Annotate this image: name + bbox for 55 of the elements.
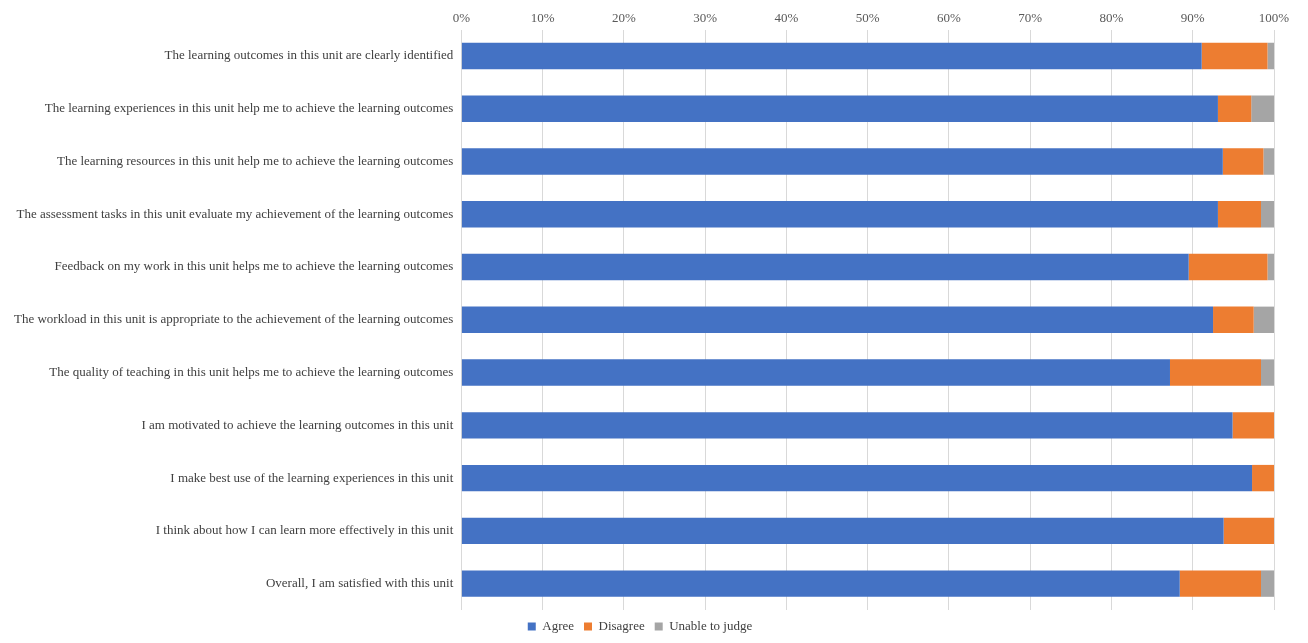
x-tick-label: 100% [1258,10,1290,26]
y-tick-label: The assessment tasks in this unit evaluate my achievement of the learning outcomes [16,205,454,221]
y-tick-label: I make best use of the learning experiences in this unit [170,469,454,485]
bar [1217,95,1252,122]
bar [1253,306,1274,333]
bar [1179,570,1261,597]
x-tick-label: 20% [611,10,636,26]
x-tick-label: 10% [530,10,555,26]
y-tick-label: The learning resources in this unit help me to achieve the learning outcomes [56,152,454,168]
x-tick-label: 40% [774,10,799,26]
bar [1213,306,1254,333]
bar [1188,253,1268,281]
bar [461,95,1218,122]
bar [1261,201,1274,228]
bar [1261,570,1274,597]
x-tick-label: 50% [855,10,880,26]
legend-label: Disagree [598,617,645,633]
x-tick-label: 60% [937,10,962,26]
x-tick-label: 30% [693,10,718,26]
bar [1223,517,1274,545]
bar [461,412,1233,439]
bar [461,464,1253,492]
bar [461,306,1214,333]
bar [461,201,1218,228]
x-tick-label: 90% [1180,10,1205,26]
bar [1217,201,1261,228]
y-tick-label: The workload in this unit is appropriate to the achievement of the learning outcomes [13,311,454,327]
legend-label: Agree [542,617,575,633]
bar [461,42,1202,70]
y-tick-label: I think about how I can learn more effectively in this unit [155,522,454,538]
bar [1261,359,1274,386]
x-tick-label: 0% [452,10,471,26]
bar [461,148,1223,175]
y-tick-label: The quality of teaching in this unit helps me to achieve the learning outcomes [49,363,454,379]
y-tick-label: The learning outcomes in this unit are clearly identified [164,47,454,63]
bar [461,253,1189,281]
bar [461,359,1170,386]
bar [461,517,1224,545]
y-tick-label: I am motivated to achieve the learning outcomes in this unit [141,416,454,432]
bar [1263,148,1274,175]
bar [1267,42,1274,70]
y-tick-label: The learning experiences in this unit help me to achieve the learning outcomes [44,100,454,116]
bar [1251,95,1274,122]
x-tick-label: 70% [1018,10,1043,26]
bar [461,570,1180,597]
bar [1169,359,1261,386]
y-tick-label: Overall, I am satisfied with this unit [265,575,454,591]
bar [1267,253,1274,281]
bar [1201,42,1268,70]
legend-label: Unable to judge [669,617,753,633]
x-tick-label: 80% [1099,10,1124,26]
bar [1252,464,1274,492]
y-tick-label: Feedback on my work in this unit helps me to achieve the learning outcomes [54,258,454,274]
bar [1222,148,1264,175]
bar [1232,412,1274,439]
